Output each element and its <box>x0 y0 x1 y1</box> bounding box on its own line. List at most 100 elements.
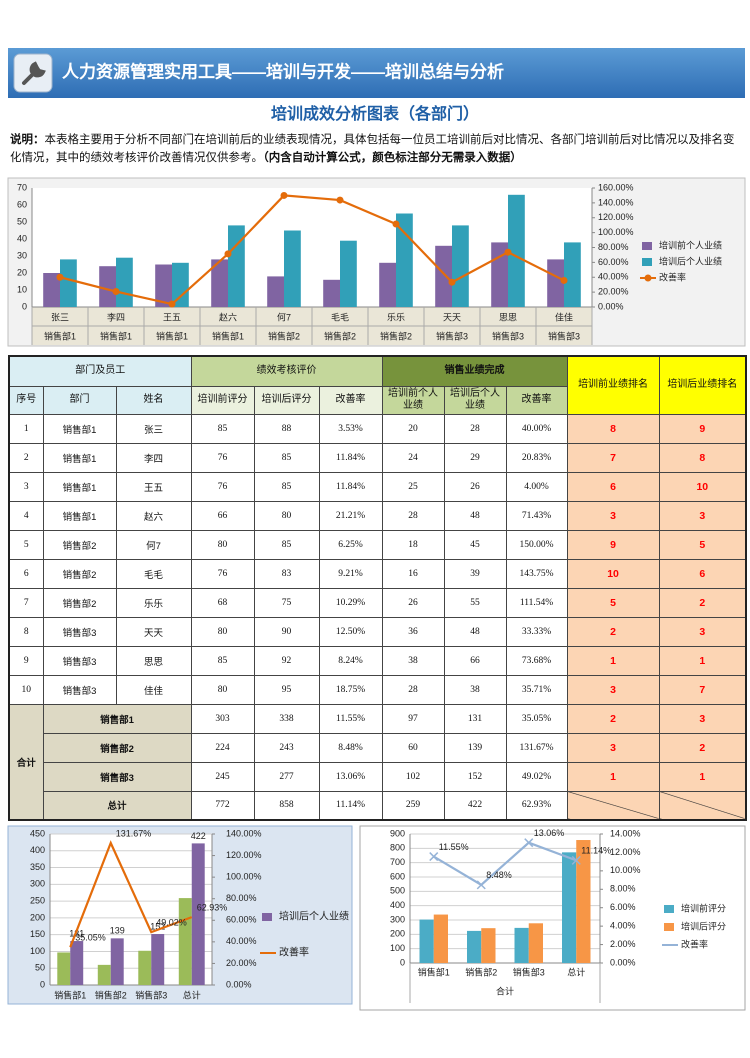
x-tick-label: 总计 <box>183 989 201 1000</box>
y-tick-label: 300 <box>30 879 45 889</box>
line-series <box>433 841 577 887</box>
page-subtitle: 培训成效分析图表（各部门） <box>271 104 479 123</box>
column-header: 序号 <box>8 385 44 415</box>
y-tick-label: 800 <box>390 843 405 853</box>
column-header: 姓名 <box>115 385 192 415</box>
y-tick-label: 250 <box>30 895 45 905</box>
legend-swatch <box>644 274 652 282</box>
header-title: 人力资源管理实用工具——培训与开发——培训总结与分析 <box>62 61 504 81</box>
cell: 35.71% <box>505 674 568 705</box>
cell: 139 <box>443 732 507 763</box>
cell: 858 <box>253 790 320 821</box>
cell: 天天 <box>115 616 192 647</box>
x-group-label: 销售部2 <box>324 330 356 341</box>
cell: 24 <box>381 442 445 473</box>
summary-group: 销售部1 <box>42 703 192 734</box>
data-label: 11.14% <box>581 846 611 856</box>
cell: 5 <box>8 529 44 560</box>
bar <box>267 276 284 307</box>
bar <box>562 852 577 963</box>
cell: 150.00% <box>505 529 568 560</box>
legend-label: 培训后个人业绩 <box>279 910 349 923</box>
cell: 73.68% <box>505 645 568 676</box>
line-marker <box>560 276 568 284</box>
legend-label: 培训后评分 <box>681 920 726 931</box>
bar <box>97 964 111 985</box>
cell: 张三 <box>115 413 192 444</box>
cell: 48 <box>443 500 507 531</box>
cell: 8 <box>658 442 747 473</box>
cell: 10 <box>8 674 44 705</box>
cell: 销售部1 <box>42 413 117 444</box>
cell: 3 <box>566 732 660 763</box>
bar <box>70 941 84 985</box>
legend-label: 培训前个人业绩 <box>659 239 722 250</box>
y-tick-label: 70 <box>17 182 27 192</box>
y-tick-label: 0 <box>22 301 27 311</box>
data-label: 35.05% <box>75 933 106 943</box>
data-row: 9 销售部3 思思 85 92 8.24% 38 66 73.68% 1 1 <box>8 645 747 676</box>
cell: 13.06% <box>318 761 383 792</box>
cell: 思思 <box>115 645 192 676</box>
line-marker <box>448 278 456 286</box>
line-marker <box>112 288 120 296</box>
x-tick-label: 销售部1 <box>418 966 450 977</box>
cell: 11.14% <box>318 790 383 821</box>
header-row: 部门及员工 绩效考核评价 销售业绩完成 培训前业绩排名 培训后业绩排名 <box>8 355 747 415</box>
cell: 5 <box>566 587 660 618</box>
cell: 97 <box>381 703 445 734</box>
summary-row: 合计 销售部1 303 338 11.55% 97 131 35.05% 2 3 <box>8 703 747 821</box>
y-tick-label: 500 <box>390 886 405 896</box>
cell: 68 <box>190 587 255 618</box>
x-tick-label: 张三 <box>51 312 69 322</box>
line-marker <box>168 300 176 308</box>
description-text: 本表格主要用于分析不同部门在培训前后的业绩表现情况，具体包括每一位员工培训前后对… <box>10 134 735 164</box>
cell: 95 <box>253 674 320 705</box>
cell: 8.24% <box>318 645 383 676</box>
cell: 2 <box>566 703 660 734</box>
cell: 48 <box>443 616 507 647</box>
bar <box>419 919 434 963</box>
cell: 422 <box>443 790 507 821</box>
cell: 李四 <box>115 442 192 473</box>
y2-tick-label: 0.00% <box>610 957 636 967</box>
data-label: 8.48% <box>486 870 512 880</box>
cell: 6.25% <box>318 529 383 560</box>
y2-tick-label: 2.00% <box>610 939 636 949</box>
header-bar <box>8 48 745 98</box>
bar <box>508 194 525 307</box>
cell: 80 <box>253 500 320 531</box>
cell: 26 <box>443 471 507 502</box>
legend-swatch <box>664 905 674 913</box>
cell: 76 <box>190 471 255 502</box>
y-tick-label: 450 <box>30 828 45 838</box>
bar <box>435 245 452 307</box>
cell: 85 <box>190 413 255 444</box>
data-label: 139 <box>110 926 125 936</box>
cell: 9.21% <box>318 558 383 589</box>
cell: 102 <box>381 761 445 792</box>
cell: 152 <box>443 761 507 792</box>
data-label: 13.06% <box>534 828 565 838</box>
y2-tick-label: 140.00% <box>598 197 634 207</box>
data-label: 49.02% <box>156 918 187 928</box>
cell: 销售部1 <box>42 442 117 473</box>
y2-tick-label: 0.00% <box>226 979 252 989</box>
y-tick-label: 0 <box>40 979 45 989</box>
cell: 9 <box>658 413 747 444</box>
cell: 王五 <box>115 471 192 502</box>
cell: 7 <box>658 674 747 705</box>
cell: 何7 <box>115 529 192 560</box>
bar <box>99 266 116 307</box>
bar <box>43 273 60 307</box>
cell: 销售部3 <box>42 616 117 647</box>
empty-cell <box>658 790 747 821</box>
description-label: 说明： <box>10 134 45 146</box>
x-tick-label: 总计 <box>567 966 585 977</box>
y-tick-label: 20 <box>17 267 27 277</box>
cell: 338 <box>253 703 320 734</box>
column-header: 培训后评分 <box>253 385 320 415</box>
y2-tick-label: 160.00% <box>598 182 634 192</box>
legend-swatch <box>664 923 674 931</box>
y-tick-label: 50 <box>35 963 45 973</box>
